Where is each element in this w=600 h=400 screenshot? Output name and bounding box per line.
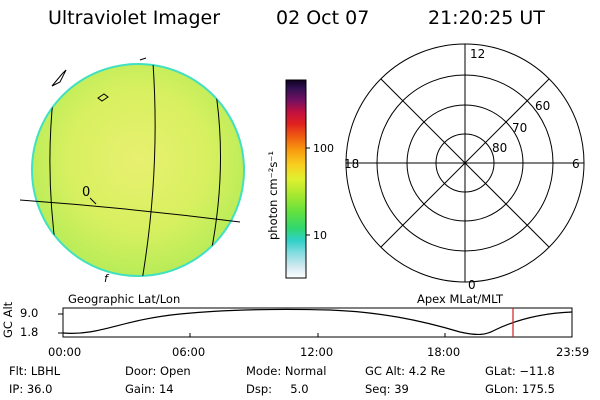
time-label: 21:20:25 UT <box>428 7 545 29</box>
polar-diagonal-2 <box>380 78 550 248</box>
mlt-label-12: 12 <box>470 47 485 61</box>
island-mark <box>97 93 109 102</box>
colorbar-label-10: 10 <box>313 229 327 242</box>
polar-labels: 12 18 6 0 60 70 80 <box>344 47 580 292</box>
equator-line <box>19 199 241 223</box>
polar-caption: Apex MLat/MLT <box>417 292 504 306</box>
status-dsp: Dsp: 5.0 <box>246 382 309 396</box>
colorbar: 100 10 photon cm⁻²s⁻¹ <box>266 79 334 279</box>
status-gc-alt: GC Alt: 4.2 Re <box>365 364 446 378</box>
status-flt: Flt: LBHL <box>9 364 61 378</box>
coastline-mark-2 <box>89 197 97 205</box>
status-gain: Gain: 14 <box>125 382 174 396</box>
altitude-ytick-label-9: 9.0 <box>20 306 39 320</box>
altitude-ytick-label-1_8: 1.8 <box>20 325 39 339</box>
altitude-plot <box>58 307 573 338</box>
lat-label-70: 70 <box>512 121 527 135</box>
colorbar-unit-label: photon cm⁻²s⁻¹ <box>266 151 280 240</box>
polar-plot <box>345 43 585 283</box>
xtick-label-2359: 23:59 <box>556 345 590 359</box>
lat-label-80: 80 <box>492 141 507 155</box>
altitude-ylabel: GC Alt <box>1 301 15 338</box>
globe-caption: Geographic Lat/Lon <box>68 292 181 306</box>
status-glon: GLon: 175.5 <box>485 382 555 396</box>
status-seq: Seq: 39 <box>365 382 409 396</box>
instrument-title: Ultraviolet Imager <box>48 7 221 29</box>
mlt-label-18: 18 <box>344 157 359 171</box>
colorbar-gradient <box>285 79 307 279</box>
xtick-label-1800: 18:00 <box>427 345 461 359</box>
status-mode: Mode: Normal <box>246 364 327 378</box>
altitude-curve <box>62 308 573 336</box>
xtick-label-0600: 06:00 <box>172 345 206 359</box>
status-door: Door: Open <box>125 364 191 378</box>
date-label: 02 Oct 07 <box>276 7 370 29</box>
xtick-label-0000: 00:00 <box>48 345 82 359</box>
globe-mark-f: f <box>104 272 110 285</box>
coastline-mark-3 <box>139 57 147 61</box>
xtick-label-1200: 12:00 <box>300 345 334 359</box>
uv-globe: 0 f <box>19 57 245 285</box>
mlt-label-0: 0 <box>468 278 476 292</box>
lat-label-60: 60 <box>535 99 550 113</box>
altitude-frame <box>62 307 573 338</box>
uv-disk <box>31 63 245 277</box>
coastline-mark <box>51 69 67 87</box>
status-ip: IP: 36.0 <box>9 382 53 396</box>
colorbar-label-100: 100 <box>313 142 334 155</box>
globe-mark-zero: 0 <box>82 185 90 200</box>
mlt-label-6: 6 <box>572 157 580 171</box>
status-glat: GLat: −11.8 <box>485 364 555 378</box>
